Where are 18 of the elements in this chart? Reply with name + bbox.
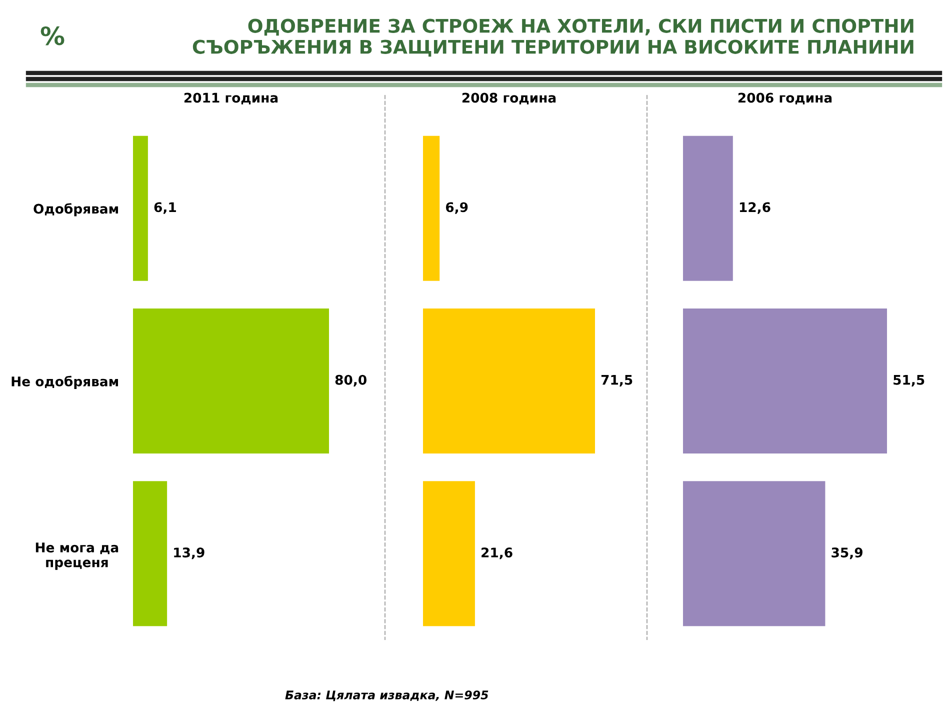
text: % <box>40 26 64 46</box>
text: ОДОБРЕНИЕ ЗА СТРОЕЖ НА ХОТЕЛИ, СКИ ПИСТИ И СПОРТНИ СЪОРЪЖЕНИЯ В ЗАЩИТЕНИ ТЕРИТОРИИ НА ВИСОКИТЕ ПЛАНИНИ <box>192 18 914 57</box>
data-label: 12,6 <box>740 202 770 214</box>
chart-title: 2006 година <box>738 92 832 104</box>
chart-title: 2011 година <box>184 92 278 104</box>
data-label: 6,9 <box>446 202 468 214</box>
data-label: 80,0 <box>335 374 366 387</box>
data-label: 6,1 <box>154 202 176 214</box>
data-label: 51,5 <box>894 375 924 387</box>
chart-title: 2008 година <box>462 92 556 104</box>
text: База: Цялата извадка, N=995 <box>285 690 488 702</box>
data-label: 21,6 <box>482 548 512 560</box>
data-label: 71,5 <box>601 375 632 387</box>
y-tick-label: Не мога да преценя <box>36 542 118 570</box>
y-tick-label: Не одобрявам <box>12 376 118 389</box>
data-label: 35,9 <box>832 548 862 560</box>
data-label: 13,9 <box>174 548 204 560</box>
y-tick-label: Одобрявам <box>34 203 118 216</box>
